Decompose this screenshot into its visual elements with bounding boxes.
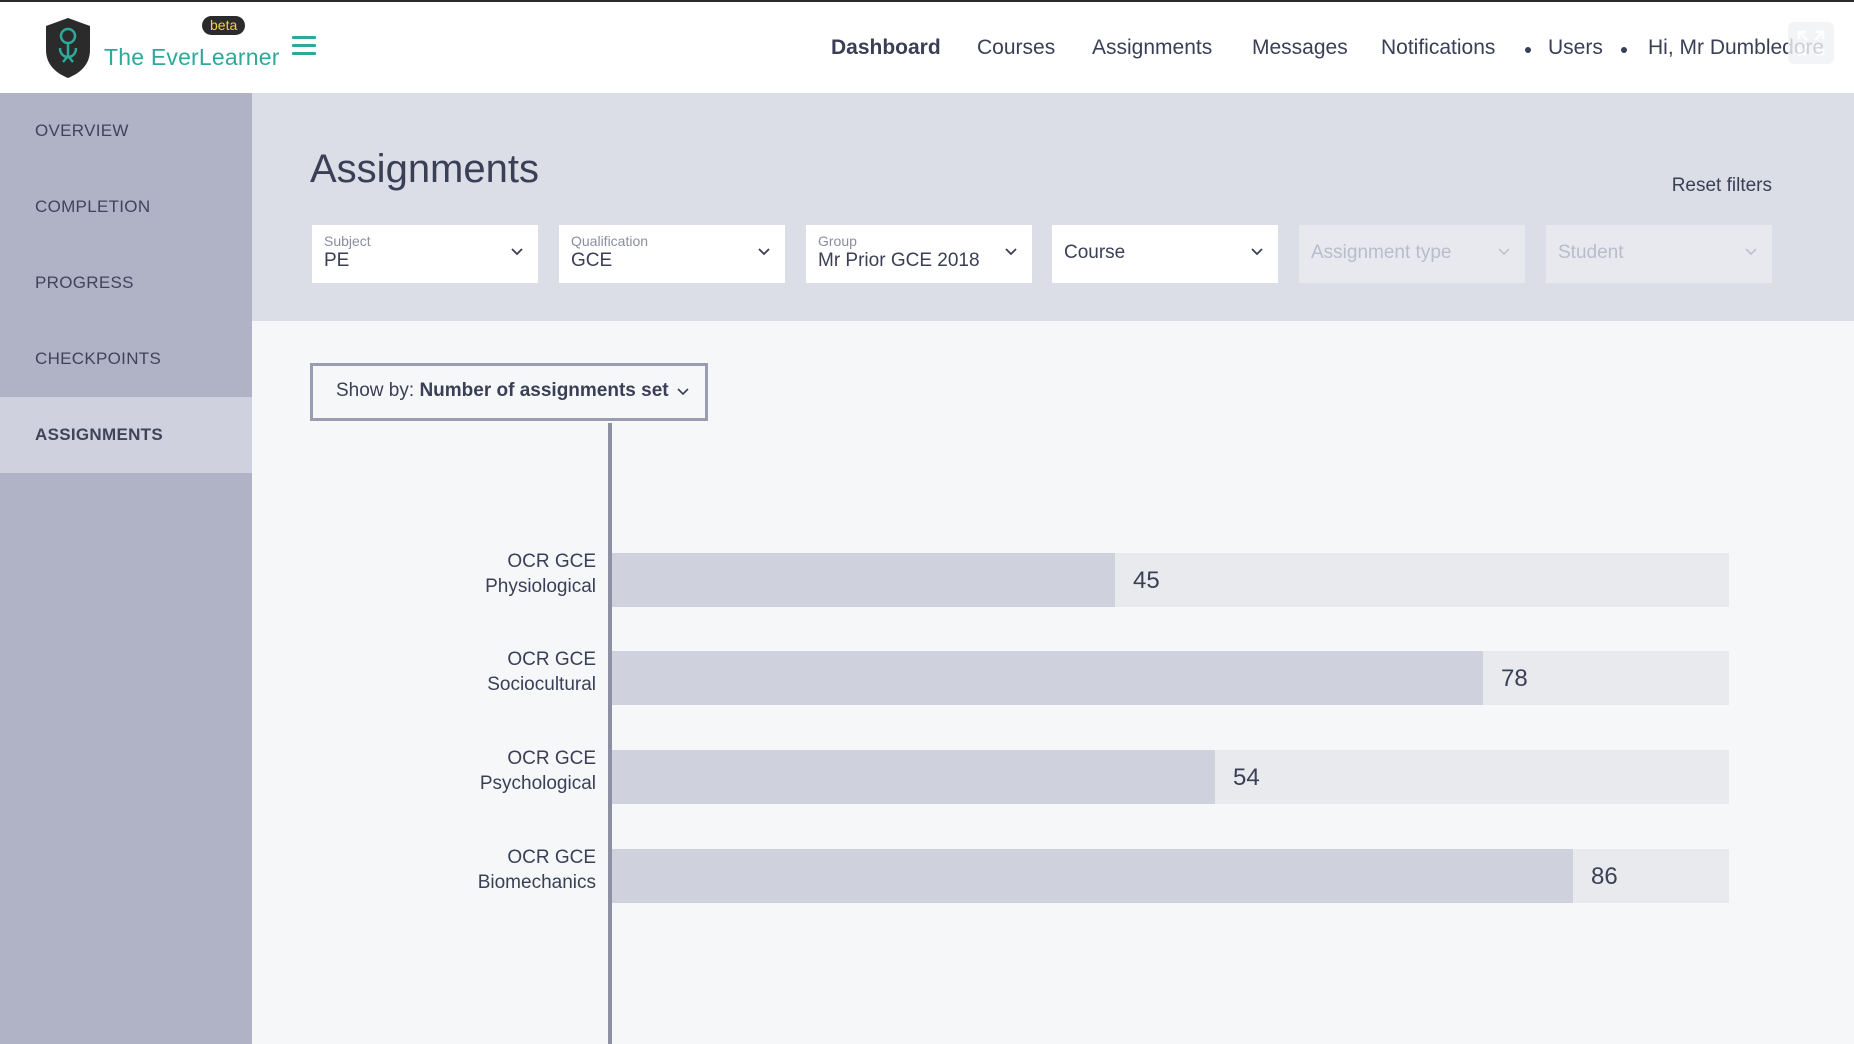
brand-logo[interactable]: The EverLearner beta [42,14,279,82]
category-label-line: OCR GCE [507,847,596,868]
chevron-down-icon [1498,248,1510,256]
course-placeholder: Course [1064,242,1126,263]
category-label: OCR GCE Physiological [382,549,596,599]
subject-label: Subject [324,233,371,249]
chart-axis-line [608,423,612,1044]
subject-value: PE [324,250,350,271]
top-navbar: The EverLearner beta Dashboard Courses A… [0,0,1854,93]
nav-separator-dot [1525,47,1531,53]
user-greeting[interactable]: Hi, Mr Dumbledore [1648,36,1825,59]
category-label: OCR GCE Sociocultural [382,647,596,697]
category-label-line: Biomechanics [477,872,596,893]
show-by-prefix: Show by: [336,380,415,401]
expand-icon [1797,30,1825,56]
bar-value-label: 86 [1591,863,1618,890]
category-label-line: OCR GCE [507,748,596,769]
category-label-line: OCR GCE [507,649,596,670]
reset-filters-link[interactable]: Reset filters [1671,175,1772,196]
bar[interactable] [612,750,1215,804]
category-label: OCR GCE Biomechanics [382,845,596,895]
nav-messages[interactable]: Messages [1252,36,1348,59]
main-content: Assignments Reset filters Subject PE Qua… [252,93,1854,1044]
group-label: Group [818,233,857,249]
nav-assignments[interactable]: Assignments [1092,36,1213,59]
brand-name: The EverLearner [104,44,280,70]
chevron-down-icon [1005,248,1017,256]
hamburger-menu-icon[interactable] [292,36,316,56]
qualification-select[interactable]: Qualification GCE [559,225,785,283]
student-select[interactable]: Student [1546,225,1772,283]
course-select[interactable]: Course [1052,225,1278,283]
chevron-down-icon [1745,248,1757,256]
category-label-line: OCR GCE [507,551,596,572]
nav-courses[interactable]: Courses [977,36,1056,59]
show-by-value: Number of assignments set [419,380,669,401]
category-label: OCR GCE Psychological [382,746,596,796]
show-by-text: Show by: Number of assignments set [336,380,669,402]
show-by-dropdown[interactable]: Show by: Number of assignments set [310,363,708,421]
sidebar-item-completion[interactable]: COMPLETION [35,197,151,216]
chevron-down-icon [758,248,770,256]
filter-bar: Assignments Reset filters Subject PE Qua… [252,93,1854,321]
bar-value-label: 45 [1133,567,1160,594]
sidebar: OVERVIEW COMPLETION PROGRESS CHECKPOINTS… [0,93,252,1044]
assignment-type-select[interactable]: Assignment type [1299,225,1525,283]
bar[interactable] [612,849,1573,903]
chevron-down-icon [511,248,523,256]
bar-track: 78 [612,651,1729,705]
sidebar-item-checkpoints[interactable]: CHECKPOINTS [35,349,162,368]
shield-logo-icon [46,18,90,78]
nav-users[interactable]: Users [1548,36,1603,59]
sidebar-item-progress[interactable]: PROGRESS [35,273,134,292]
qualification-value: GCE [571,250,613,271]
bar-track: 45 [612,553,1729,607]
nav-notifications[interactable]: Notifications [1381,36,1496,59]
category-label-line: Psychological [479,773,596,794]
bar-value-label: 54 [1233,764,1260,791]
bar[interactable] [612,651,1483,705]
student-placeholder: Student [1558,242,1624,263]
bar[interactable] [612,553,1115,607]
fullscreen-button[interactable] [1788,22,1834,64]
subject-select[interactable]: Subject PE [312,225,538,283]
group-value: Mr Prior GCE 2018 [818,250,980,271]
nav-separator-dot [1621,47,1627,53]
main-nav: Dashboard Courses Assignments Messages N… [0,36,1854,62]
sidebar-item-overview[interactable]: OVERVIEW [35,121,129,140]
beta-badge: beta [202,16,246,35]
qualification-label: Qualification [571,233,649,249]
bar-track: 54 [612,750,1729,804]
page-title: Assignments [310,147,539,191]
chevron-down-icon [1251,248,1263,256]
assignment-type-placeholder: Assignment type [1311,242,1452,263]
sidebar-item-assignments[interactable]: ASSIGNMENTS [0,397,252,473]
bar-track: 86 [612,849,1729,903]
bar-value-label: 78 [1501,665,1528,692]
nav-dashboard[interactable]: Dashboard [831,36,941,59]
group-select[interactable]: Group Mr Prior GCE 2018 [806,225,1032,283]
category-label-line: Physiological [485,576,596,597]
chevron-down-icon [677,388,689,396]
assignments-bar-chart: OCR GCE Physiological 45 OCR GCE Sociocultur… [252,423,1854,1044]
category-label-line: Sociocultural [487,674,596,695]
